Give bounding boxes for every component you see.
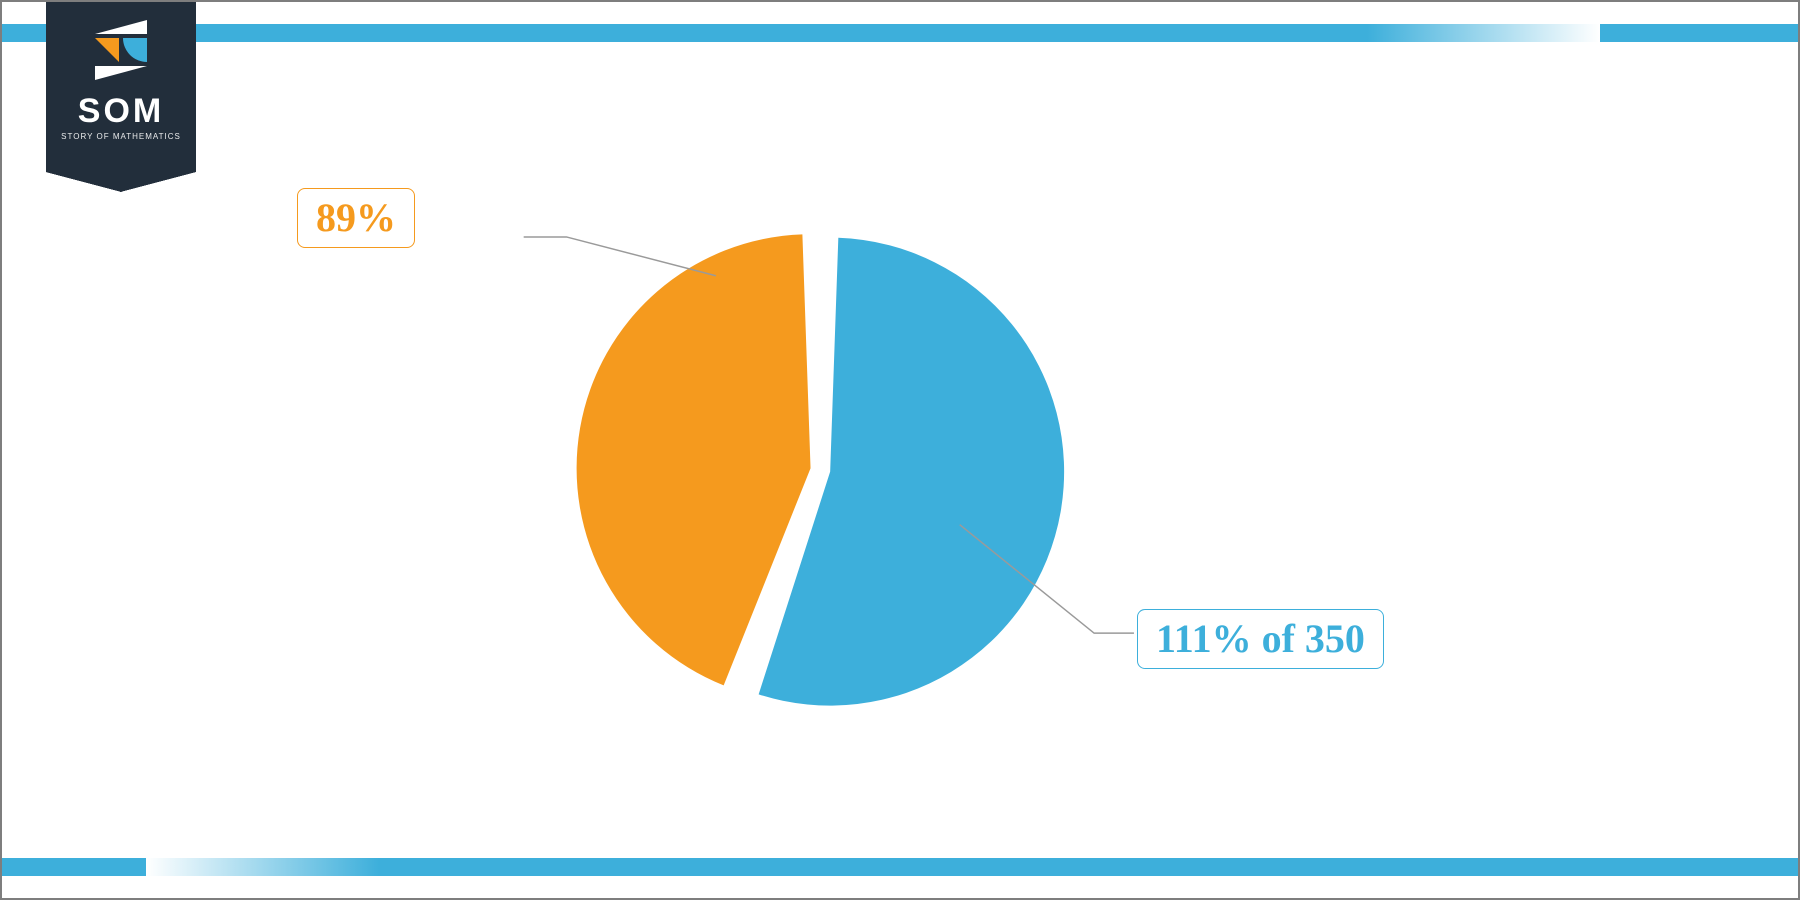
pie-chart [2, 2, 1798, 898]
callout-orange: 89% [297, 188, 415, 248]
callout-blue: 111% of 350 [1137, 609, 1384, 669]
chart-frame: SOM STORY OF MATHEMATICS 89% 111% of 350 [0, 0, 1800, 900]
pie-slice-orange [577, 234, 811, 685]
pie-chart-svg [2, 2, 1798, 898]
